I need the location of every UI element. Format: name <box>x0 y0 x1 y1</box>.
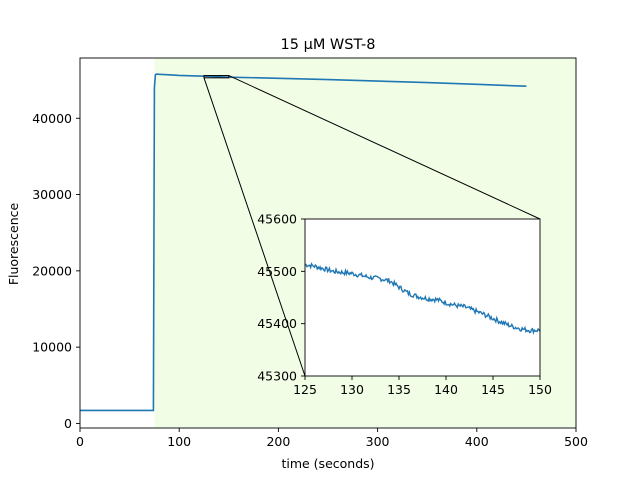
inset-x-tick-label: 125 <box>293 382 317 397</box>
inset-y-tick-label: 45400 <box>257 316 297 331</box>
chart-title: 15 µM WST-8 <box>281 37 376 53</box>
x-axis-label: time (seconds) <box>281 456 374 471</box>
zoom-connector-left <box>203 77 306 377</box>
main-plot-frame <box>79 57 577 429</box>
zoom-connector-right <box>228 75 541 220</box>
inset-x-tick-label: 150 <box>528 382 552 397</box>
x-tick-label: 200 <box>266 434 290 449</box>
x-tick-label: 100 <box>167 434 191 449</box>
inset-x-tick-label: 145 <box>481 382 505 397</box>
x-tick-label: 500 <box>564 434 588 449</box>
inset-y-tick-label: 45500 <box>257 264 297 279</box>
y-tick-label: 10000 <box>32 340 72 355</box>
zoom-connector-lines <box>203 75 541 377</box>
inset-x-tick-label: 130 <box>340 382 364 397</box>
inset-frame <box>304 218 541 377</box>
y-tick-label: 40000 <box>32 111 72 126</box>
inset-plot: 125 130 135 140 145 150 45300 45400 45500 45600 <box>257 212 552 398</box>
inset-y-tick-label: 45600 <box>257 212 297 227</box>
x-tick-label: 300 <box>366 434 390 449</box>
inset-x-tick-label: 140 <box>434 382 458 397</box>
inset-y-tick-label: 45300 <box>257 369 297 384</box>
x-tick-label: 0 <box>76 434 84 449</box>
y-axis-label: Fluorescence <box>6 203 21 286</box>
y-tick-label: 0 <box>64 416 72 431</box>
inset-data-line <box>304 262 541 335</box>
zoom-indicator-box <box>203 75 230 79</box>
x-tick-label: 400 <box>465 434 489 449</box>
inset-x-tick-label: 135 <box>387 382 411 397</box>
main-data-line <box>80 73 527 412</box>
y-tick-label: 20000 <box>32 263 72 278</box>
y-tick-label: 30000 <box>32 187 72 202</box>
